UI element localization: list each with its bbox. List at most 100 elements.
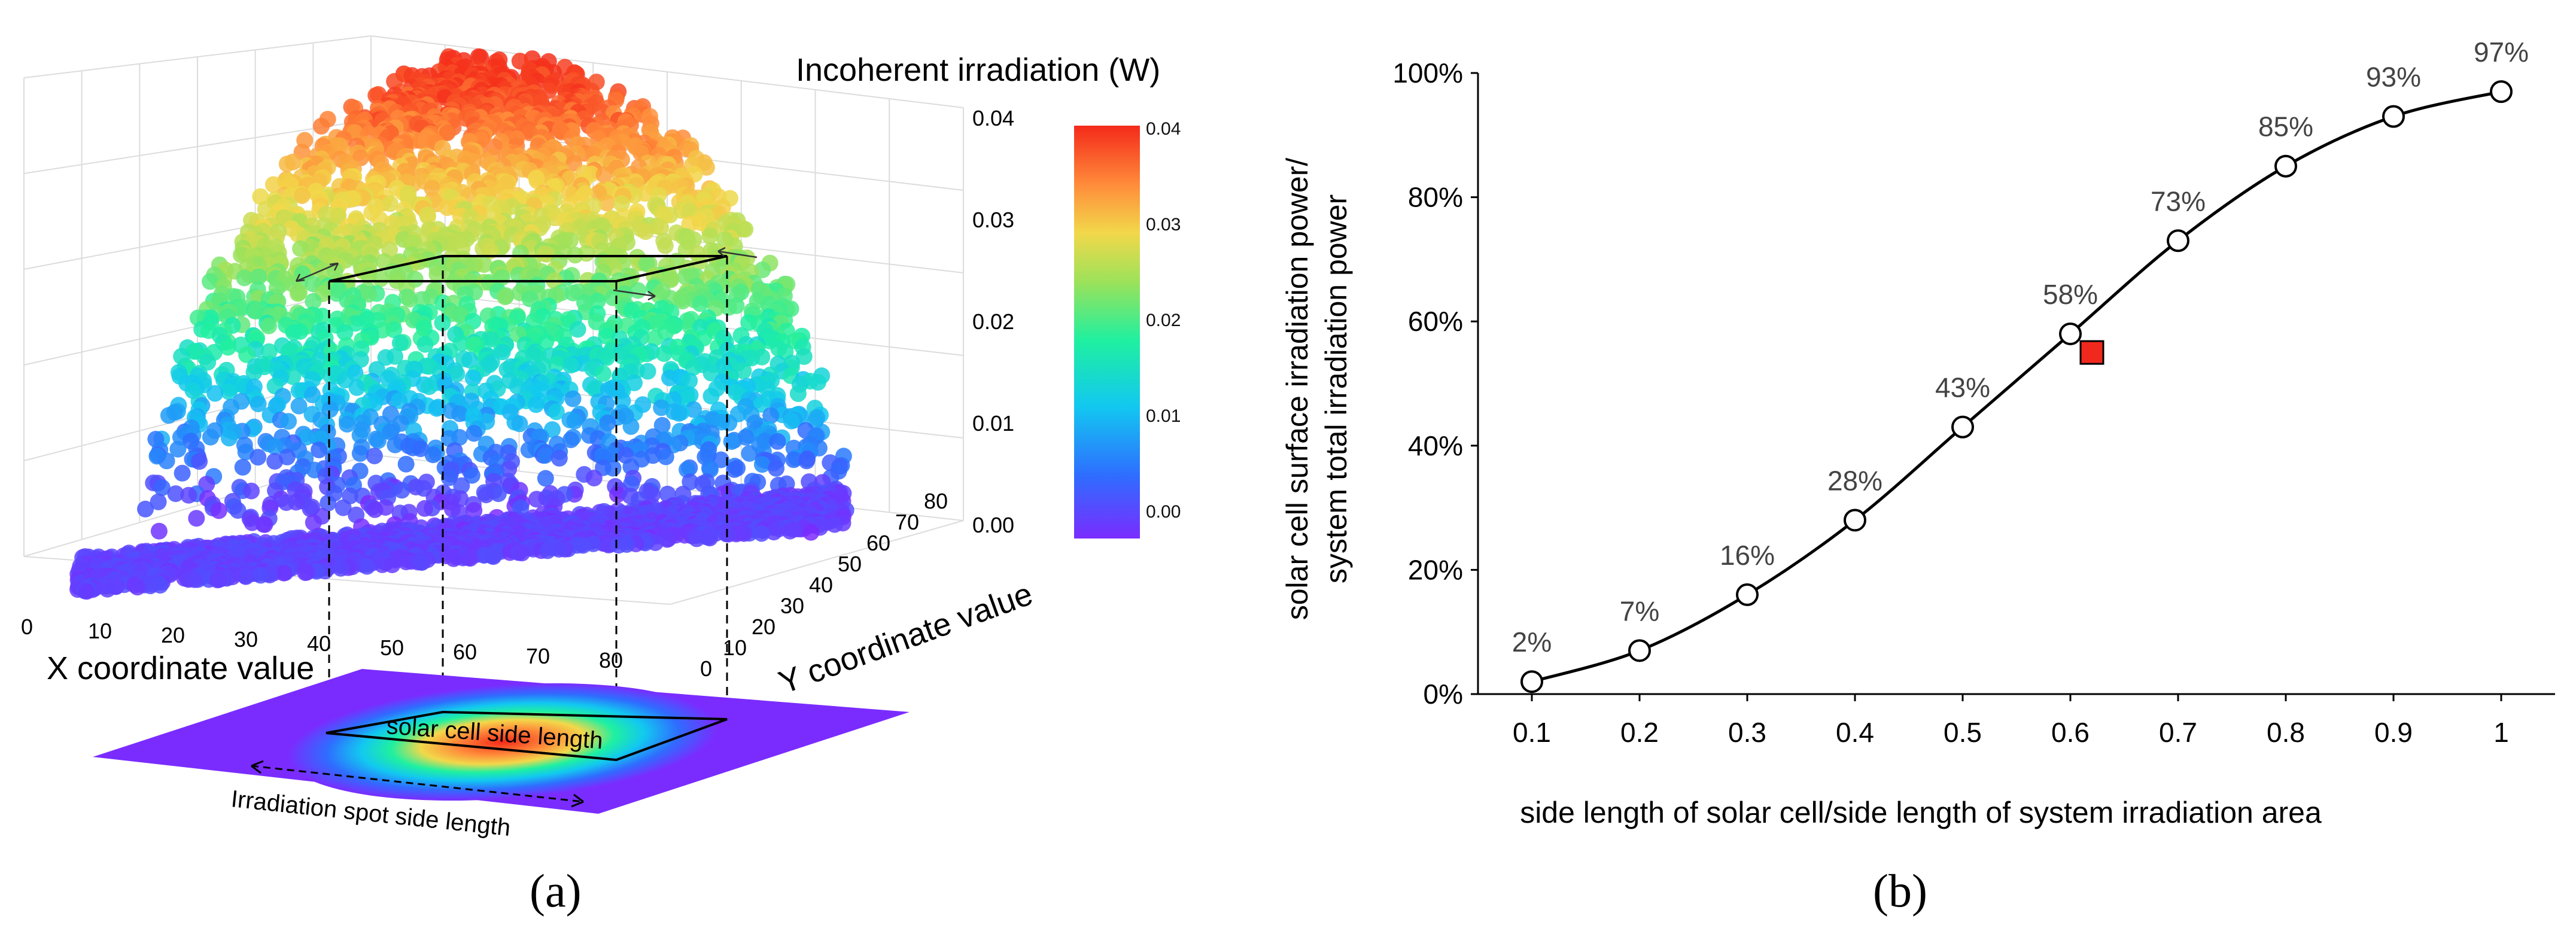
surface-dot — [720, 299, 737, 316]
y-tick-label: 40% — [1408, 430, 1463, 461]
surface-dot — [237, 568, 254, 585]
surface-dot — [439, 199, 456, 217]
colorbar-tick-label: 0.02 — [1146, 311, 1181, 330]
surface-dot — [169, 440, 187, 458]
surface-dot — [384, 556, 401, 573]
series-points — [1520, 80, 2513, 693]
surface-dot — [413, 554, 430, 571]
panel-b-line-chart: 0% 20% 40% 60% 80% 100% 0.1 0.2 0.3 0.4 0.5 0.6 0.7… — [1281, 36, 2555, 917]
surface-dot — [312, 117, 330, 135]
data-label: 93% — [2366, 62, 2421, 93]
surface-dot — [188, 510, 205, 527]
panel-a-3d-plot: solar cell side length Irradiation spot … — [21, 35, 1181, 917]
colorbar-tick-label: 0.03 — [1146, 215, 1181, 235]
surface-dot — [311, 441, 328, 458]
surface-dot — [646, 330, 664, 347]
surface-dot — [339, 416, 356, 433]
data-point — [2382, 105, 2405, 128]
surface-dot — [610, 537, 627, 554]
irradiation-surface — [69, 48, 854, 600]
x-tick-label: 0.7 — [2159, 717, 2197, 748]
surface-dot — [424, 446, 442, 464]
y-tick-label: 50 — [838, 552, 862, 576]
surface-dot — [202, 428, 219, 446]
surface-dot — [391, 392, 408, 409]
surface-dot — [298, 428, 315, 446]
panel-a-caption: (a) — [530, 865, 582, 917]
surface-dot — [452, 307, 469, 324]
surface-dot — [264, 176, 282, 193]
surface-dot — [698, 159, 715, 176]
surface-dot — [250, 449, 267, 466]
surface-dot — [539, 542, 556, 559]
colorbar: 0.04 0.03 0.02 0.01 0.00 — [1074, 119, 1181, 539]
surface-dot — [753, 456, 771, 473]
surface-dot — [382, 423, 399, 440]
surface-dot — [513, 544, 531, 562]
z-tick-label: 0.02 — [972, 309, 1014, 334]
surface-dot — [360, 285, 378, 303]
surface-dot — [783, 412, 800, 430]
surface-dot — [234, 458, 251, 476]
surface-dot — [765, 524, 783, 541]
surface-dot — [826, 516, 843, 533]
y-axis-title-line1: solar cell surface irradiation power/ — [1281, 158, 1314, 620]
data-point — [2490, 80, 2513, 104]
colorbar-tick-label: 0.01 — [1146, 406, 1181, 426]
surface-dot — [401, 291, 418, 308]
surface-dot — [278, 494, 295, 511]
x-tick-label: 40 — [307, 631, 331, 656]
surface-dot — [466, 425, 483, 442]
colorbar-ticks: 0.04 0.03 0.02 0.01 0.00 — [1146, 119, 1181, 522]
y-tick-label: 70 — [895, 510, 919, 534]
y-tick-label: 60% — [1408, 306, 1463, 337]
surface-dot — [314, 308, 331, 325]
surface-dot — [434, 314, 451, 331]
surface-dot — [538, 245, 555, 263]
highlight-marker — [2079, 340, 2104, 365]
y-tick-label: 20 — [752, 614, 775, 639]
spot-length-arrow — [251, 765, 584, 803]
surface-dot — [613, 195, 630, 212]
surface-dot — [305, 293, 322, 310]
surface-dot — [320, 494, 337, 512]
surface-dot — [370, 432, 387, 449]
surface-dot — [785, 451, 802, 468]
y-tick-label: 80% — [1408, 182, 1463, 213]
surface-dot — [795, 348, 813, 365]
surface-dot — [160, 407, 177, 424]
surface-dot — [655, 345, 673, 362]
surface-dot — [377, 349, 394, 366]
x-tick-labels: 0.1 0.2 0.3 0.4 0.5 0.6 0.7 0.8 0.9 1 — [1513, 717, 2509, 748]
surface-dot — [548, 403, 565, 421]
surface-dot — [537, 333, 555, 350]
y-tick-label: 60 — [866, 531, 890, 555]
x-tick-label: 50 — [380, 635, 404, 660]
chart-axes — [1471, 72, 2555, 701]
x-tick-label: 0.8 — [2267, 717, 2305, 748]
surface-dot — [551, 449, 568, 467]
surface-dot — [589, 293, 606, 309]
surface-dot — [564, 390, 582, 407]
y-tick-label: 100% — [1392, 57, 1463, 89]
data-point — [2167, 229, 2189, 252]
surface-dot — [334, 499, 352, 516]
x-axis-label: X coordinate value — [47, 650, 314, 686]
surface-dot — [569, 321, 586, 338]
data-point — [1844, 509, 1866, 532]
surface-dot — [453, 477, 470, 494]
surface-dot — [391, 334, 409, 352]
x-tick-label: 60 — [453, 640, 477, 664]
surface-dot — [528, 491, 545, 508]
surface-dot — [661, 369, 678, 387]
colorbar-tick-label: 0.00 — [1146, 502, 1181, 522]
surface-dot — [595, 166, 613, 184]
surface-dot — [137, 500, 154, 518]
data-point — [1628, 639, 1651, 662]
surface-dot — [256, 516, 273, 533]
series-line — [1531, 90, 2502, 683]
surface-dot — [485, 548, 502, 565]
surface-dot — [741, 445, 758, 462]
surface-dot — [150, 493, 167, 510]
y-tick-label: 0% — [1424, 679, 1463, 710]
